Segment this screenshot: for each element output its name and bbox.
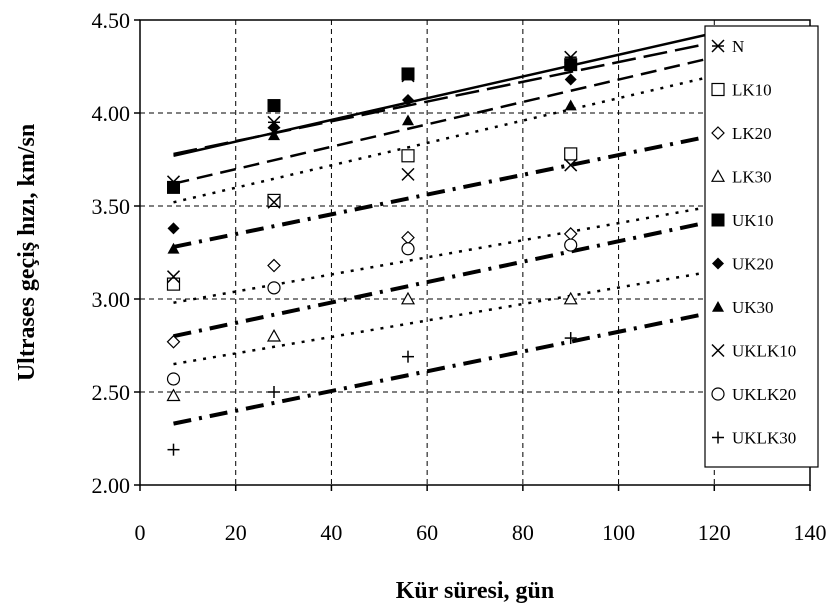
data-point [564, 73, 577, 86]
data-point [167, 443, 180, 456]
data-point [167, 222, 180, 235]
x-tick-label: 60 [416, 520, 438, 545]
data-point [267, 99, 281, 113]
data-point [166, 277, 181, 291]
data-point [267, 195, 281, 209]
x-axis-title: Kür süresi, gün [396, 578, 555, 604]
data-point [402, 350, 414, 363]
trend-lines [173, 31, 715, 426]
data-point [401, 149, 415, 163]
data-point [563, 227, 578, 241]
data-point [563, 291, 578, 305]
legend-entry-label: UK30 [732, 298, 774, 317]
trend-line [173, 269, 715, 366]
legend-marker [711, 213, 725, 227]
axis-ticks: 0 20 40 60 80 100 120 140 2.00 2.50 3.00 3.50 4.00 4.… [92, 8, 827, 545]
trend-line [173, 41, 715, 156]
legend-marker [711, 343, 725, 358]
data-points [166, 45, 722, 456]
x-tick-label: 0 [135, 520, 146, 545]
trend-line [173, 133, 715, 249]
legend-marker [711, 39, 725, 53]
y-tick-label: 4.00 [92, 101, 131, 126]
data-point [167, 242, 180, 254]
data-point [564, 158, 578, 172]
legend-marker [711, 82, 725, 97]
x-tick-label: 120 [698, 520, 731, 545]
x-tick-label: 140 [794, 520, 827, 545]
y-tick-label: 2.00 [92, 473, 131, 498]
legend-marker [712, 431, 724, 444]
trend-line [173, 204, 715, 304]
data-point [564, 147, 578, 161]
data-point [401, 230, 415, 245]
data-point [402, 114, 414, 126]
data-point [564, 58, 578, 72]
legend-entry-label: LK20 [732, 124, 772, 143]
data-point [564, 332, 577, 345]
y-tick-label: 4.50 [92, 8, 131, 33]
data-point [166, 372, 181, 386]
legend-marker [710, 169, 726, 182]
trend-line [173, 31, 715, 157]
legend-marker [711, 126, 725, 140]
data-point [401, 67, 415, 81]
y-tick-label: 3.00 [92, 287, 131, 312]
legend-marker [711, 387, 725, 401]
data-point [267, 258, 281, 273]
data-point [401, 242, 415, 256]
data-point [166, 270, 181, 284]
legend-marker [712, 257, 724, 270]
data-point [564, 238, 578, 252]
x-tick-label: 20 [225, 520, 247, 545]
data-point [267, 281, 281, 295]
y-tick-label: 3.50 [92, 194, 131, 219]
legend-entry-label: UKLK10 [732, 342, 796, 361]
data-point [166, 334, 181, 349]
trend-line [173, 74, 715, 204]
data-point [267, 193, 281, 208]
data-point [268, 386, 280, 398]
legend-entry-label: UKLK20 [732, 385, 796, 404]
y-tick-label: 2.50 [92, 380, 131, 405]
trend-line [173, 218, 715, 339]
x-tick-label: 80 [512, 520, 534, 545]
data-point [266, 328, 282, 342]
data-point [268, 121, 280, 134]
data-point [402, 93, 414, 106]
legend-entry-label: LK30 [732, 168, 772, 187]
data-point [166, 388, 181, 402]
legend-entry-label: UK10 [732, 211, 774, 230]
legend-entry-label: UK20 [732, 255, 774, 274]
legend-entry-label: N [732, 37, 744, 56]
legend-entry-label: LK10 [732, 81, 772, 100]
data-point [401, 167, 415, 181]
legend-marker [712, 301, 724, 312]
y-axis-title: Ultrases geçiş hızı, km/sn [14, 124, 40, 381]
data-point [564, 99, 577, 111]
x-tick-label: 100 [602, 520, 635, 545]
x-tick-label: 40 [320, 520, 342, 545]
legend: N LK10 LK20 LK30 UK10 UK20 UK30 UKLK10 UKLK20 UKL… [704, 25, 819, 468]
trend-line [173, 55, 715, 185]
data-point [400, 291, 416, 305]
data-point [167, 180, 180, 194]
data-point [268, 129, 280, 141]
legend-entry-label: UKLK30 [732, 429, 796, 448]
trend-line [173, 310, 715, 426]
